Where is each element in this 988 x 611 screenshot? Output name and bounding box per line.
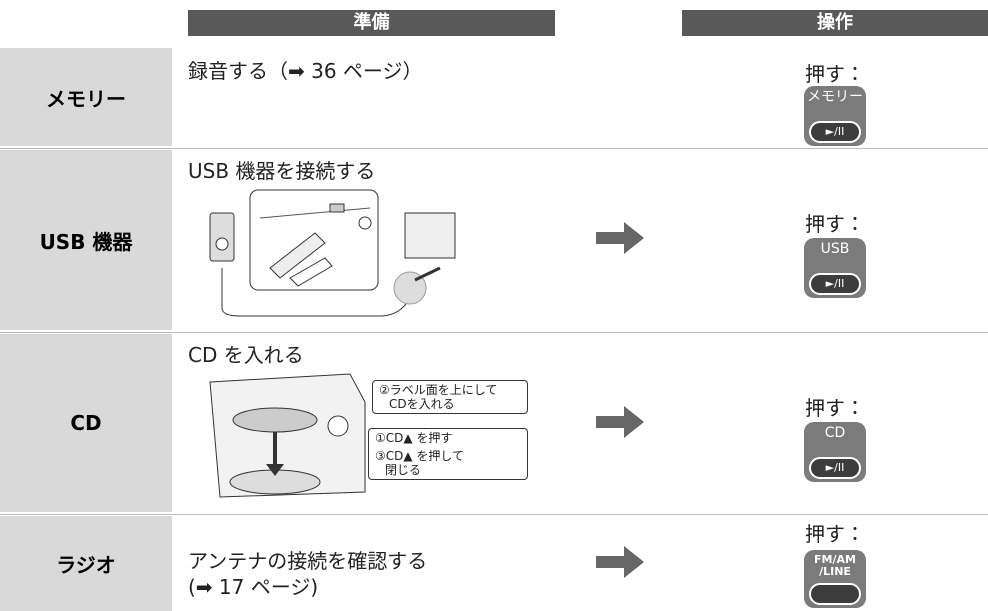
- caption-line: 閉じる: [385, 463, 422, 477]
- action-text: 押す：: [805, 62, 865, 86]
- button: FM/AM /LINE: [804, 550, 866, 608]
- row: CD CD を入れる ②ラベル面を上にして CDを入れる ①CD▲ を押す ③CD▲…: [0, 334, 988, 512]
- button-label: メモリー: [807, 89, 863, 105]
- caption-line: ②ラベル面を上にして: [379, 383, 498, 397]
- row: メモリー 録音する（➡ 36 ページ） 押す： メモリー ►/II: [0, 48, 988, 146]
- row-label: メモリー: [0, 48, 172, 146]
- action-text: 押す：: [805, 522, 865, 546]
- arrow-icon: [596, 222, 644, 254]
- row: ラジオ アンテナの接続を確認する (➡ 17 ページ) 押す： FM/AM /LI…: [0, 516, 988, 611]
- separator: [0, 148, 988, 149]
- header-prep: 準備: [188, 10, 555, 36]
- prep-text: CD を入れる: [188, 343, 304, 367]
- button: CD ►/II: [804, 422, 866, 482]
- prep-line: (➡ 17 ページ): [188, 575, 319, 599]
- row-label: CD: [0, 334, 172, 512]
- play-pill: ►/II: [809, 121, 861, 143]
- header-op: 操作: [682, 10, 988, 36]
- arrow-icon: [596, 546, 644, 578]
- cd-caption: ②ラベル面を上にして CDを入れる: [372, 380, 528, 414]
- separator: [0, 332, 988, 333]
- row-label: USB 機器: [0, 150, 172, 330]
- row: USB 機器 USB 機器を接続する 押す： USB ►/II: [0, 150, 988, 330]
- button-pill: [809, 583, 861, 605]
- caption-line: ③CD▲ を押して: [375, 449, 465, 463]
- arrow-icon: [596, 406, 644, 438]
- button: USB ►/II: [804, 238, 866, 298]
- cd-illustration: [209, 373, 366, 498]
- row-label: ラジオ: [0, 516, 172, 611]
- button-label: CD: [824, 425, 846, 441]
- caption-line: ①CD▲ を押す: [375, 431, 453, 445]
- button-label: USB: [820, 241, 850, 257]
- separator: [0, 514, 988, 515]
- action-text: 押す：: [805, 396, 865, 420]
- caption-line: CDを入れる: [389, 397, 455, 411]
- prep-line: アンテナの接続を確認する: [188, 549, 428, 573]
- play-pill: ►/II: [809, 457, 861, 479]
- usb-illustration: [209, 189, 456, 317]
- action-text: 押す：: [805, 212, 865, 236]
- prep-text: USB 機器を接続する: [188, 159, 376, 183]
- cd-caption: ①CD▲ を押す ③CD▲ を押して 閉じる: [368, 428, 528, 480]
- button-label: FM/AM /LINE: [814, 553, 856, 578]
- prep-text: アンテナの接続を確認する (➡ 17 ページ): [188, 548, 427, 600]
- button: メモリー ►/II: [804, 86, 866, 146]
- prep-text: 録音する（➡ 36 ページ）: [188, 59, 423, 83]
- play-pill: ►/II: [809, 273, 861, 295]
